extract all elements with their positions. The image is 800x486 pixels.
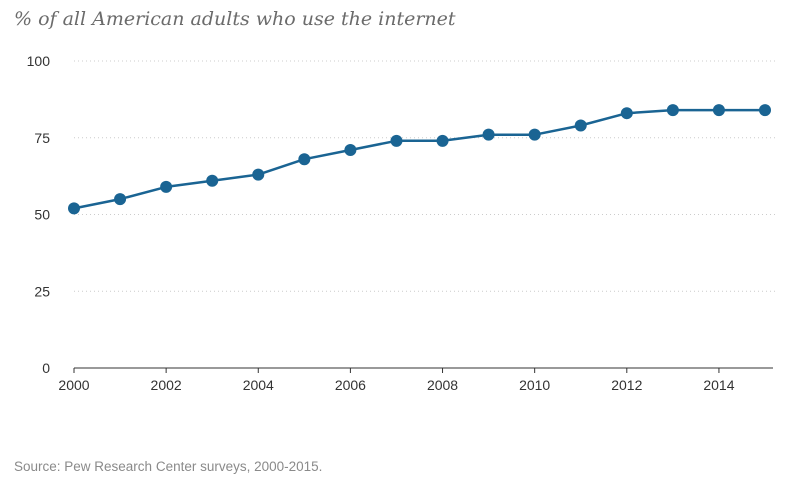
data-point-2007 — [390, 134, 403, 147]
data-point-2012 — [620, 107, 633, 120]
data-point-2004 — [252, 168, 265, 181]
y-axis-ticks: 0 25 50 75 100 — [27, 53, 51, 376]
data-point-2013 — [666, 104, 679, 117]
y-tick-label-25: 25 — [34, 283, 50, 299]
data-point-2003 — [206, 174, 219, 187]
data-point-2005 — [298, 153, 311, 166]
series-line-0 — [73, 108, 765, 210]
data-point-2010 — [528, 128, 541, 141]
source-note: Source: Pew Research Center surveys, 200… — [14, 459, 323, 474]
x-tick-label-2012: 2012 — [611, 377, 642, 393]
x-tick-label-2002: 2002 — [151, 377, 182, 393]
series-group — [68, 104, 771, 215]
data-point-2011 — [574, 119, 587, 132]
x-tick-label-2006: 2006 — [335, 377, 366, 393]
y-tick-label-0: 0 — [42, 360, 50, 376]
data-point-2001 — [114, 193, 127, 206]
x-tick-label-2010: 2010 — [519, 377, 550, 393]
data-point-2002 — [160, 180, 173, 193]
y-tick-label-75: 75 — [34, 130, 50, 146]
data-point-2014 — [712, 104, 725, 117]
x-tick-label-2014: 2014 — [703, 377, 734, 393]
x-tick-label-2000: 2000 — [58, 377, 89, 393]
gridlines — [74, 60, 778, 292]
y-tick-label-100: 100 — [27, 53, 51, 69]
x-tick-label-2004: 2004 — [243, 377, 274, 393]
data-point-2015 — [759, 104, 771, 117]
chart-title: % of all American adults who use the int… — [14, 8, 456, 30]
x-axis-ticks: 2000 2002 2004 2006 2008 2010 2012 2014 — [58, 368, 735, 393]
data-point-2000 — [68, 202, 80, 215]
data-point-2009 — [482, 128, 495, 141]
data-point-2006 — [344, 144, 357, 157]
x-tick-label-2008: 2008 — [427, 377, 458, 393]
y-tick-label-50: 50 — [34, 207, 50, 223]
data-point-2008 — [436, 134, 449, 147]
